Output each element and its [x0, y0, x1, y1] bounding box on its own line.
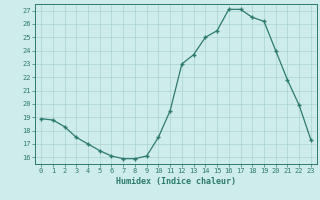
X-axis label: Humidex (Indice chaleur): Humidex (Indice chaleur) — [116, 177, 236, 186]
